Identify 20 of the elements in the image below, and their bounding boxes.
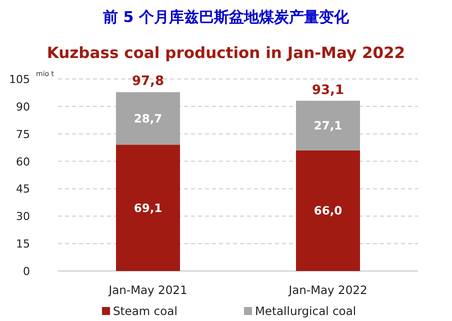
ytick: 60	[16, 155, 30, 168]
value-label: 66,0	[314, 204, 342, 218]
title: 前 5 个月库兹巴斯盆地煤炭产量变化	[103, 8, 349, 26]
value-label: 28,7	[134, 111, 162, 126]
legend-label: Steam coal	[113, 304, 178, 318]
total: 93,1	[312, 82, 344, 98]
value-label: 69,1	[134, 200, 162, 215]
ytick: 30	[16, 210, 30, 224]
ytick: 45	[16, 182, 30, 196]
ytick: 75	[16, 128, 30, 141]
ytick: 105	[9, 73, 30, 86]
value-label: 27,1	[314, 118, 342, 133]
subtitle: Kuzbass coal production in Jan-May 2022	[46, 44, 406, 62]
xtick: Jan-May 2021	[108, 283, 188, 297]
legend-label: Metallurgical coal	[255, 304, 356, 318]
total: 97,8	[132, 74, 164, 90]
ytick: 0	[23, 265, 30, 278]
xtick: Jan-May 2022	[288, 283, 368, 297]
ytick: 15	[16, 238, 30, 251]
ytick: 90	[16, 100, 30, 114]
